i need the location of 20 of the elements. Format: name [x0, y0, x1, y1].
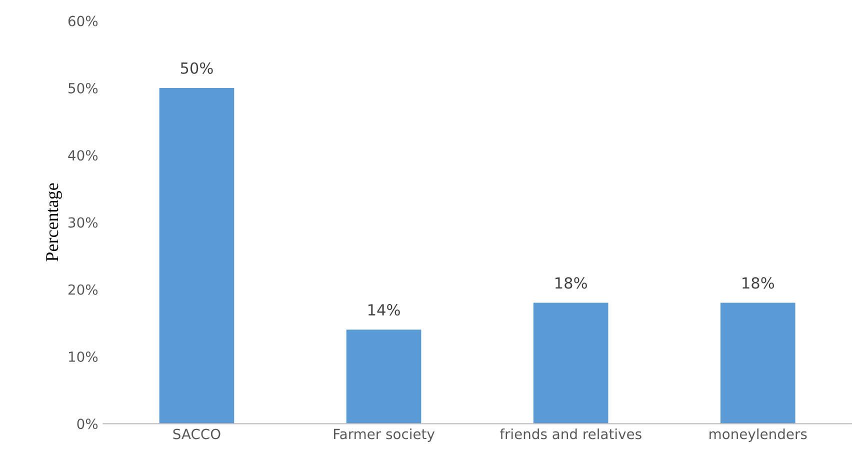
x-tick-label: friends and relatives — [500, 428, 642, 440]
data-label: 50% — [180, 62, 213, 74]
y-tick-label: 10% — [68, 351, 98, 362]
bar — [346, 330, 422, 424]
bar — [720, 302, 796, 424]
x-tick-label: moneylenders — [710, 428, 807, 442]
y-tick-label: 30% — [68, 217, 98, 228]
data-label: 18% — [742, 277, 774, 289]
bar — [533, 302, 608, 424]
x-tick-label: SACCO — [173, 428, 220, 440]
y-tick-label: 40% — [68, 150, 98, 161]
y-tick-label: 20% — [68, 284, 98, 295]
y-tick-label: 60% — [68, 16, 98, 26]
data-label: 18% — [556, 277, 587, 289]
bar — [159, 88, 234, 424]
y-tick-label: 50% — [68, 82, 98, 94]
y-axis-title: Percentage — [46, 183, 62, 262]
x-tick-label: Farmer society — [334, 428, 435, 442]
data-label: 14% — [368, 304, 400, 316]
y-tick-label: 0% — [77, 418, 98, 430]
